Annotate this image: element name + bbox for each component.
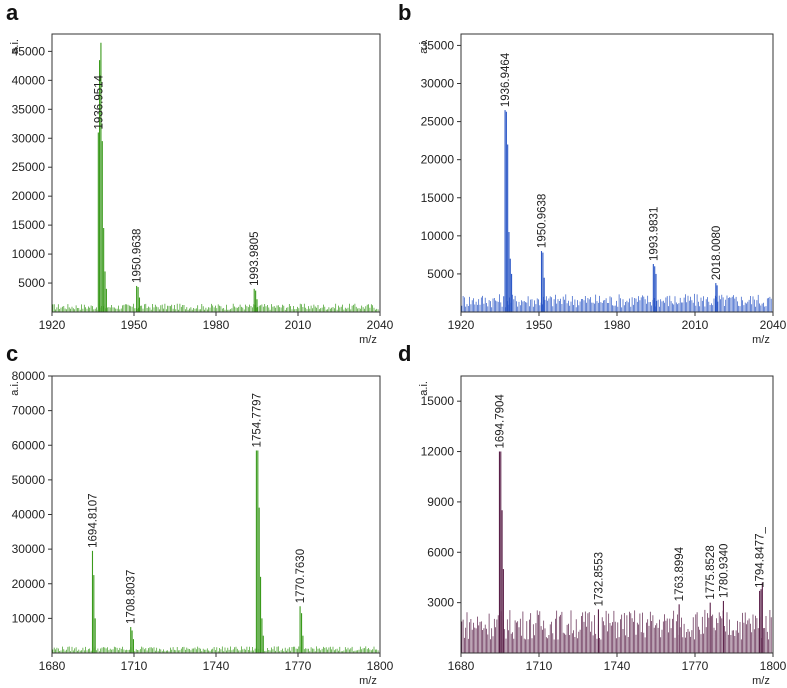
spectrum-noise-a [52, 303, 379, 312]
peak-label: 1950.9638 [132, 229, 144, 283]
x-tick-label: 1680 [39, 659, 66, 673]
y-tick-label: 5000 [427, 267, 454, 281]
x-axis-label: m/z [752, 334, 770, 346]
peak-label: 1936.9464 [500, 52, 512, 107]
peak-label: 1794.8477_ [755, 527, 767, 588]
x-tick-label: 1800 [760, 659, 787, 673]
x-tick-label: 1920 [39, 318, 66, 332]
y-tick-label: 10000 [421, 229, 455, 243]
y-tick-label: 40000 [12, 73, 46, 87]
panel-letter-c: c [6, 341, 19, 366]
panel-letter-b: b [398, 0, 412, 25]
peak-label: 1950.9638 [536, 194, 548, 248]
chart-panel-b: 5000 10000 15000 20000 25000 30000 35000 1920 19… [418, 33, 787, 346]
x-tick-label: 1710 [526, 659, 553, 673]
y-axis-label: a.i. [418, 381, 430, 396]
x-tick-label: 1980 [604, 318, 631, 332]
x-tick-label: 2040 [760, 318, 787, 332]
y-tick-label: 15000 [421, 191, 455, 205]
y-tick-label: 30000 [421, 77, 455, 91]
spectrum-noise-c [52, 646, 379, 653]
peak-label: 2018.0080 [711, 226, 723, 280]
peak-label: 1936.9514 [93, 74, 105, 129]
peak-label: 1993.9805 [249, 231, 261, 285]
y-axis-label: a.i. [9, 39, 21, 54]
y-tick-label: 30000 [12, 542, 46, 556]
x-axis-label: m/z [752, 675, 770, 687]
peak-label: 1694.7904 [494, 394, 506, 449]
y-tick-label: 10000 [12, 247, 46, 261]
chart-panel-c: 10000 20000 30000 40000 50000 60000 70000 80000… [9, 369, 394, 687]
peak-label: 1775.8528 [705, 545, 717, 599]
y-tick-label: 20000 [12, 577, 46, 591]
peak-label: 1732.8553 [593, 552, 605, 606]
plot-frame [460, 375, 774, 654]
y-tick-label: 70000 [12, 404, 46, 418]
peak-label: 1754.7797 [251, 393, 263, 447]
chart-panel-d: 3000 6000 9000 12000 15000 1680 1710 1740 1770 18… [418, 375, 787, 687]
y-tick-label: 20000 [421, 153, 455, 167]
y-tick-label: 45000 [12, 44, 46, 58]
x-tick-label: 1740 [604, 659, 631, 673]
x-tick-label: 2010 [682, 318, 709, 332]
y-tick-label: 35000 [421, 38, 455, 52]
x-tick-label: 1920 [448, 318, 475, 332]
x-tick-label: 1950 [526, 318, 553, 332]
panel-letter-a: a [6, 0, 19, 25]
x-tick-label: 1710 [121, 659, 148, 673]
x-axis-label: m/z [359, 334, 377, 346]
y-tick-label: 15000 [421, 394, 455, 408]
x-tick-label: 1800 [367, 659, 394, 673]
y-tick-label: 3000 [427, 596, 454, 610]
y-tick-label: 25000 [421, 115, 455, 129]
y-tick-label: 9000 [427, 495, 454, 509]
y-tick-label: 25000 [12, 160, 46, 174]
peak-label: 1993.9831 [648, 207, 660, 261]
chart-panel-a: 5000 10000 15000 20000 25000 30000 35000 40000 4… [9, 33, 394, 346]
y-tick-label: 5000 [18, 276, 45, 290]
x-axis-label: m/z [359, 675, 377, 687]
y-axis-label: a.i. [9, 381, 21, 396]
spectrum-noise-d [461, 609, 772, 653]
x-tick-label: 1950 [121, 318, 148, 332]
y-tick-label: 30000 [12, 131, 46, 145]
peak-label: 1694.8107 [87, 493, 99, 547]
y-tick-label: 12000 [421, 445, 455, 459]
x-tick-label: 1980 [203, 318, 230, 332]
spectrum-noise-b [461, 293, 772, 312]
peak-label: 1763.8994 [674, 546, 686, 601]
y-tick-label: 40000 [12, 508, 46, 522]
x-tick-label: 2040 [367, 318, 394, 332]
x-tick-label: 1770 [285, 659, 312, 673]
y-tick-label: 10000 [12, 611, 46, 625]
y-tick-label: 50000 [12, 473, 46, 487]
plot-frame [51, 375, 381, 654]
y-tick-label: 80000 [12, 369, 46, 383]
y-tick-label: 15000 [12, 218, 46, 232]
y-tick-label: 6000 [427, 545, 454, 559]
y-axis-label: a.i. [418, 39, 430, 54]
x-tick-label: 1770 [682, 659, 709, 673]
y-tick-label: 20000 [12, 189, 46, 203]
peak-label: 1708.8037 [126, 570, 138, 624]
peak-label: 1770.7630 [295, 549, 307, 603]
peak-label: 1780.9340 [718, 544, 730, 598]
x-tick-label: 2010 [285, 318, 312, 332]
x-tick-label: 1740 [203, 659, 230, 673]
y-tick-label: 60000 [12, 438, 46, 452]
y-tick-label: 35000 [12, 102, 46, 116]
x-tick-label: 1680 [448, 659, 475, 673]
panel-letter-d: d [398, 341, 412, 366]
